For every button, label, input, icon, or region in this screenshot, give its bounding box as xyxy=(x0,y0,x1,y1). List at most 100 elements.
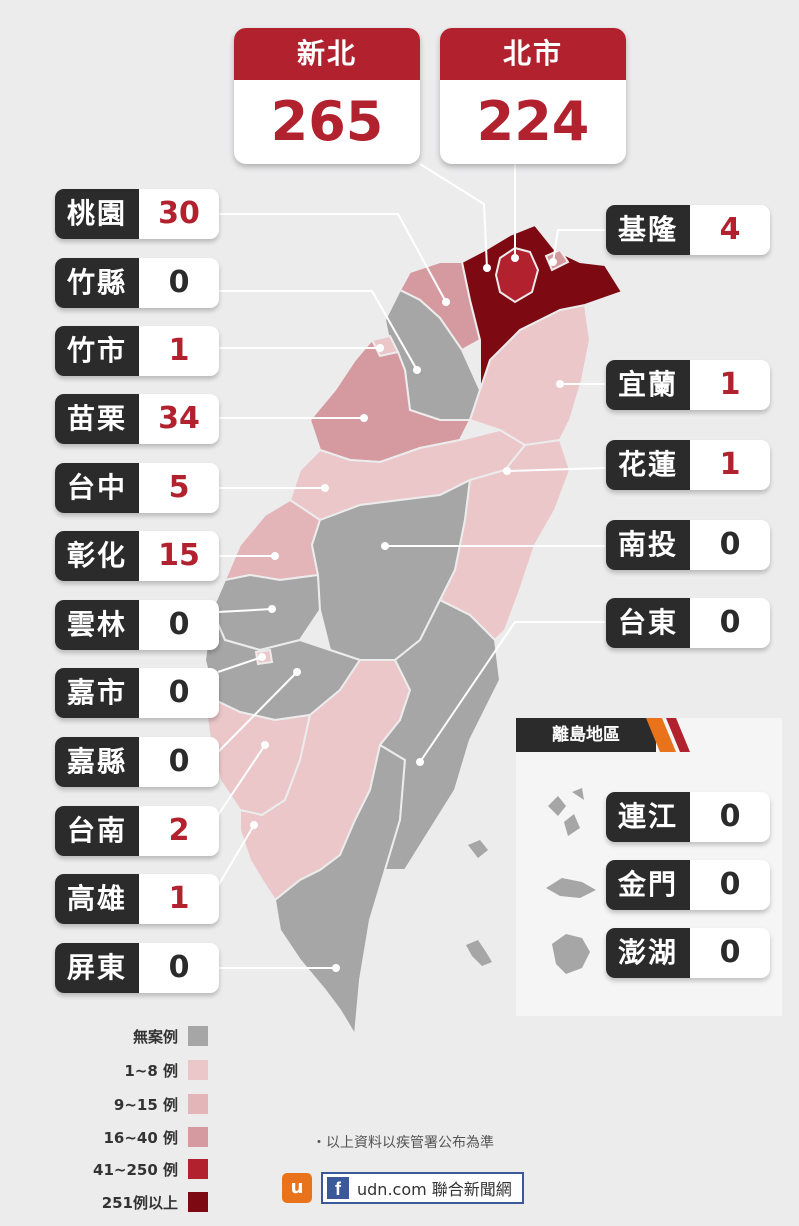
county-name: 南投 xyxy=(606,520,690,570)
county-yunlin: 雲林 0 xyxy=(55,600,219,650)
penghu-inset-shape xyxy=(468,840,488,858)
legend-label: 1~8 例 xyxy=(124,1061,178,1080)
legend-label: 9~15 例 xyxy=(113,1095,178,1114)
legend-row-16-40: 16~40 例 xyxy=(103,1127,208,1147)
county-name: 花蓮 xyxy=(606,440,690,490)
county-keelung: 基隆 4 xyxy=(606,205,770,255)
leader-keelung xyxy=(552,229,605,263)
county-name: 宜蘭 xyxy=(606,360,690,410)
county-hsinchu-city: 竹市 1 xyxy=(55,326,219,376)
leader-tainan xyxy=(217,744,266,816)
region-changhua xyxy=(223,498,322,582)
county-chiayi-city: 嘉市 0 xyxy=(55,668,219,718)
county-changhua: 彰化 15 xyxy=(55,531,219,581)
legend-row-251-plus: 251例以上 xyxy=(102,1192,208,1212)
brand-bar[interactable]: u f udn.com 聯合新聞網 xyxy=(282,1172,524,1204)
county-name: 金門 xyxy=(606,860,690,910)
legend-label: 41~250 例 xyxy=(93,1160,178,1179)
county-count: 1 xyxy=(168,881,190,916)
legend-swatch xyxy=(188,1192,208,1212)
county-chiayi-county: 嘉縣 0 xyxy=(55,737,219,787)
county-count: 0 xyxy=(719,935,741,970)
leader-hualien xyxy=(506,467,606,472)
county-name: 嘉縣 xyxy=(55,737,139,787)
island-kinmen: 金門 0 xyxy=(606,860,770,910)
region-yunlin xyxy=(210,573,322,652)
brand-link[interactable]: f udn.com 聯合新聞網 xyxy=(321,1172,524,1204)
county-name: 嘉市 xyxy=(55,668,139,718)
county-count: 0 xyxy=(168,744,190,779)
legend-swatch xyxy=(188,1159,208,1179)
county-name: 高雄 xyxy=(55,874,139,924)
county-name: 桃園 xyxy=(55,189,139,239)
facebook-icon: f xyxy=(327,1177,349,1199)
county-name: 雲林 xyxy=(55,600,139,650)
islands-title-stripe xyxy=(646,718,690,752)
county-count: 0 xyxy=(168,265,190,300)
county-pingtung: 屏東 0 xyxy=(55,943,219,993)
county-count: 0 xyxy=(719,799,741,834)
legend-row-41-250: 41~250 例 xyxy=(93,1159,208,1179)
county-name: 基隆 xyxy=(606,205,690,255)
legend-swatch xyxy=(188,1127,208,1147)
legend-swatch xyxy=(188,1060,208,1080)
county-taichung: 台中 5 xyxy=(55,463,219,513)
county-name: 屏東 xyxy=(55,943,139,993)
region-taipei xyxy=(494,246,540,304)
county-count: 0 xyxy=(168,607,190,642)
county-count: 0 xyxy=(168,950,190,985)
leader-dots xyxy=(250,254,564,972)
leader-kaohsiung xyxy=(217,824,255,887)
county-count: 0 xyxy=(719,527,741,562)
county-name: 彰化 xyxy=(55,531,139,581)
udn-logo-icon: u xyxy=(282,1173,312,1203)
county-taitung: 台東 0 xyxy=(606,598,770,648)
county-taoyuan: 桃園 30 xyxy=(55,189,219,239)
county-name: 台東 xyxy=(606,598,690,648)
county-count: 5 xyxy=(168,470,190,505)
card-taipei: 北市 224 xyxy=(440,28,626,164)
county-count: 0 xyxy=(168,675,190,710)
county-miaoli: 苗栗 34 xyxy=(55,394,219,444)
source-note: ・以上資料以疾管署公布為準 xyxy=(312,1135,494,1151)
county-nantou: 南投 0 xyxy=(606,520,770,570)
county-yilan: 宜蘭 1 xyxy=(606,360,770,410)
card-new-taipei: 新北 265 xyxy=(234,28,420,164)
county-hsinchu-county: 竹縣 0 xyxy=(55,258,219,308)
county-name: 台南 xyxy=(55,806,139,856)
county-name: 竹縣 xyxy=(55,258,139,308)
island-lienchiang: 連江 0 xyxy=(606,792,770,842)
legend-row-none: 無案例 xyxy=(133,1026,208,1046)
islands-title: 離島地區 xyxy=(516,718,656,752)
leader-chiayi-county xyxy=(217,671,298,753)
county-count: 34 xyxy=(158,401,200,436)
county-kaohsiung: 高雄 1 xyxy=(55,874,219,924)
county-count: 2 xyxy=(168,813,190,848)
county-name: 澎湖 xyxy=(606,928,690,978)
penghu-inset-shape-2 xyxy=(466,940,492,966)
card-name: 北市 xyxy=(440,28,626,80)
leader-lines xyxy=(217,163,606,969)
county-count: 0 xyxy=(719,605,741,640)
leader-chiayi-city xyxy=(217,656,263,673)
leader-hsinchu-county xyxy=(218,290,418,371)
legend-swatch xyxy=(188,1026,208,1046)
leader-new-taipei xyxy=(419,163,488,269)
brand-text: udn.com 聯合新聞網 xyxy=(357,1180,512,1199)
legend-swatch xyxy=(188,1094,208,1114)
legend-label: 251例以上 xyxy=(101,1193,178,1212)
county-count: 15 xyxy=(158,538,200,573)
legend-row-9-15: 9~15 例 xyxy=(114,1094,208,1114)
county-tainan: 台南 2 xyxy=(55,806,219,856)
county-count: 1 xyxy=(719,447,741,482)
county-count: 30 xyxy=(158,196,200,231)
county-name: 苗栗 xyxy=(55,394,139,444)
card-name: 新北 xyxy=(234,28,420,80)
county-hualien: 花蓮 1 xyxy=(606,440,770,490)
county-name: 竹市 xyxy=(55,326,139,376)
county-name: 台中 xyxy=(55,463,139,513)
leader-yunlin xyxy=(217,608,273,613)
card-count: 224 xyxy=(476,90,590,153)
leader-taoyuan xyxy=(218,213,447,303)
